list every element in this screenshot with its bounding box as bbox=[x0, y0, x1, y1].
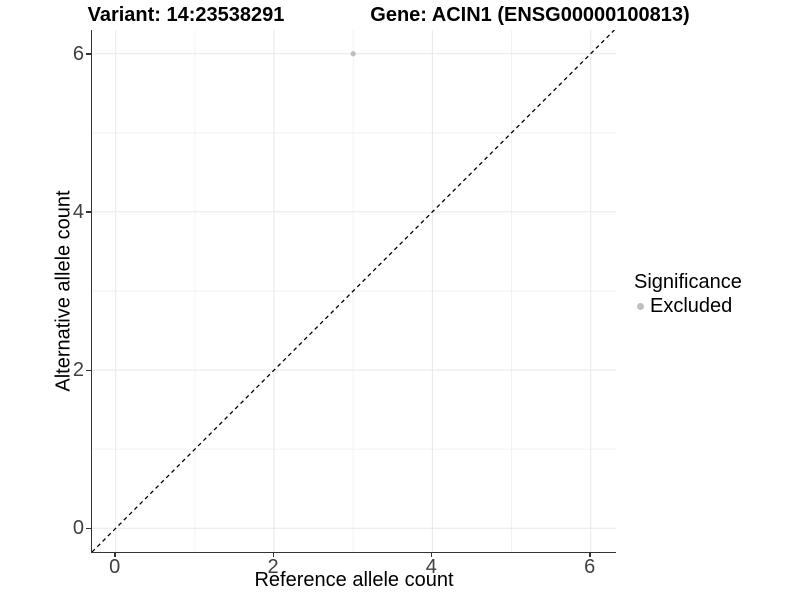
y-axis-tick-label: 4 bbox=[72, 200, 84, 223]
y-axis-tick-mark bbox=[86, 211, 91, 213]
x-axis-tick-mark bbox=[589, 552, 591, 557]
plot-title-gene: Gene: ACIN1 (ENSG00000100813) bbox=[370, 4, 690, 26]
plot-canvas bbox=[92, 30, 616, 552]
y-axis-tick-label: 0 bbox=[72, 517, 84, 540]
x-axis-title: Reference allele count bbox=[254, 569, 454, 591]
y-axis-tick-label: 2 bbox=[72, 359, 84, 382]
y-axis-tick-mark bbox=[86, 527, 91, 530]
x-axis-tick-mark bbox=[114, 552, 116, 557]
y-axis-tick-mark bbox=[86, 369, 91, 372]
x-axis-tick-label: 2 bbox=[267, 556, 279, 578]
x-axis-tick-mark bbox=[272, 552, 275, 557]
y-axis-tick-mark bbox=[86, 53, 91, 55]
x-axis-tick-label: 0 bbox=[109, 556, 121, 578]
y-axis-tick-label: 6 bbox=[72, 42, 84, 65]
x-axis-tick-mark bbox=[430, 552, 433, 557]
legend-entry-excluded: Excluded bbox=[634, 295, 742, 318]
plot-title-variant: Variant: 14:23538291 bbox=[87, 4, 285, 26]
x-axis-tick-label: 4 bbox=[425, 556, 437, 578]
legend-point-swatch-icon bbox=[637, 303, 644, 310]
plot-panel bbox=[91, 30, 616, 553]
legend-title: Significance bbox=[634, 271, 742, 293]
data-point bbox=[350, 51, 356, 57]
x-axis-tick-label: 6 bbox=[584, 556, 596, 578]
legend: Significance Excluded bbox=[634, 271, 742, 318]
identity-dashed-line bbox=[92, 30, 615, 552]
legend-entry-label: Excluded bbox=[650, 295, 733, 317]
